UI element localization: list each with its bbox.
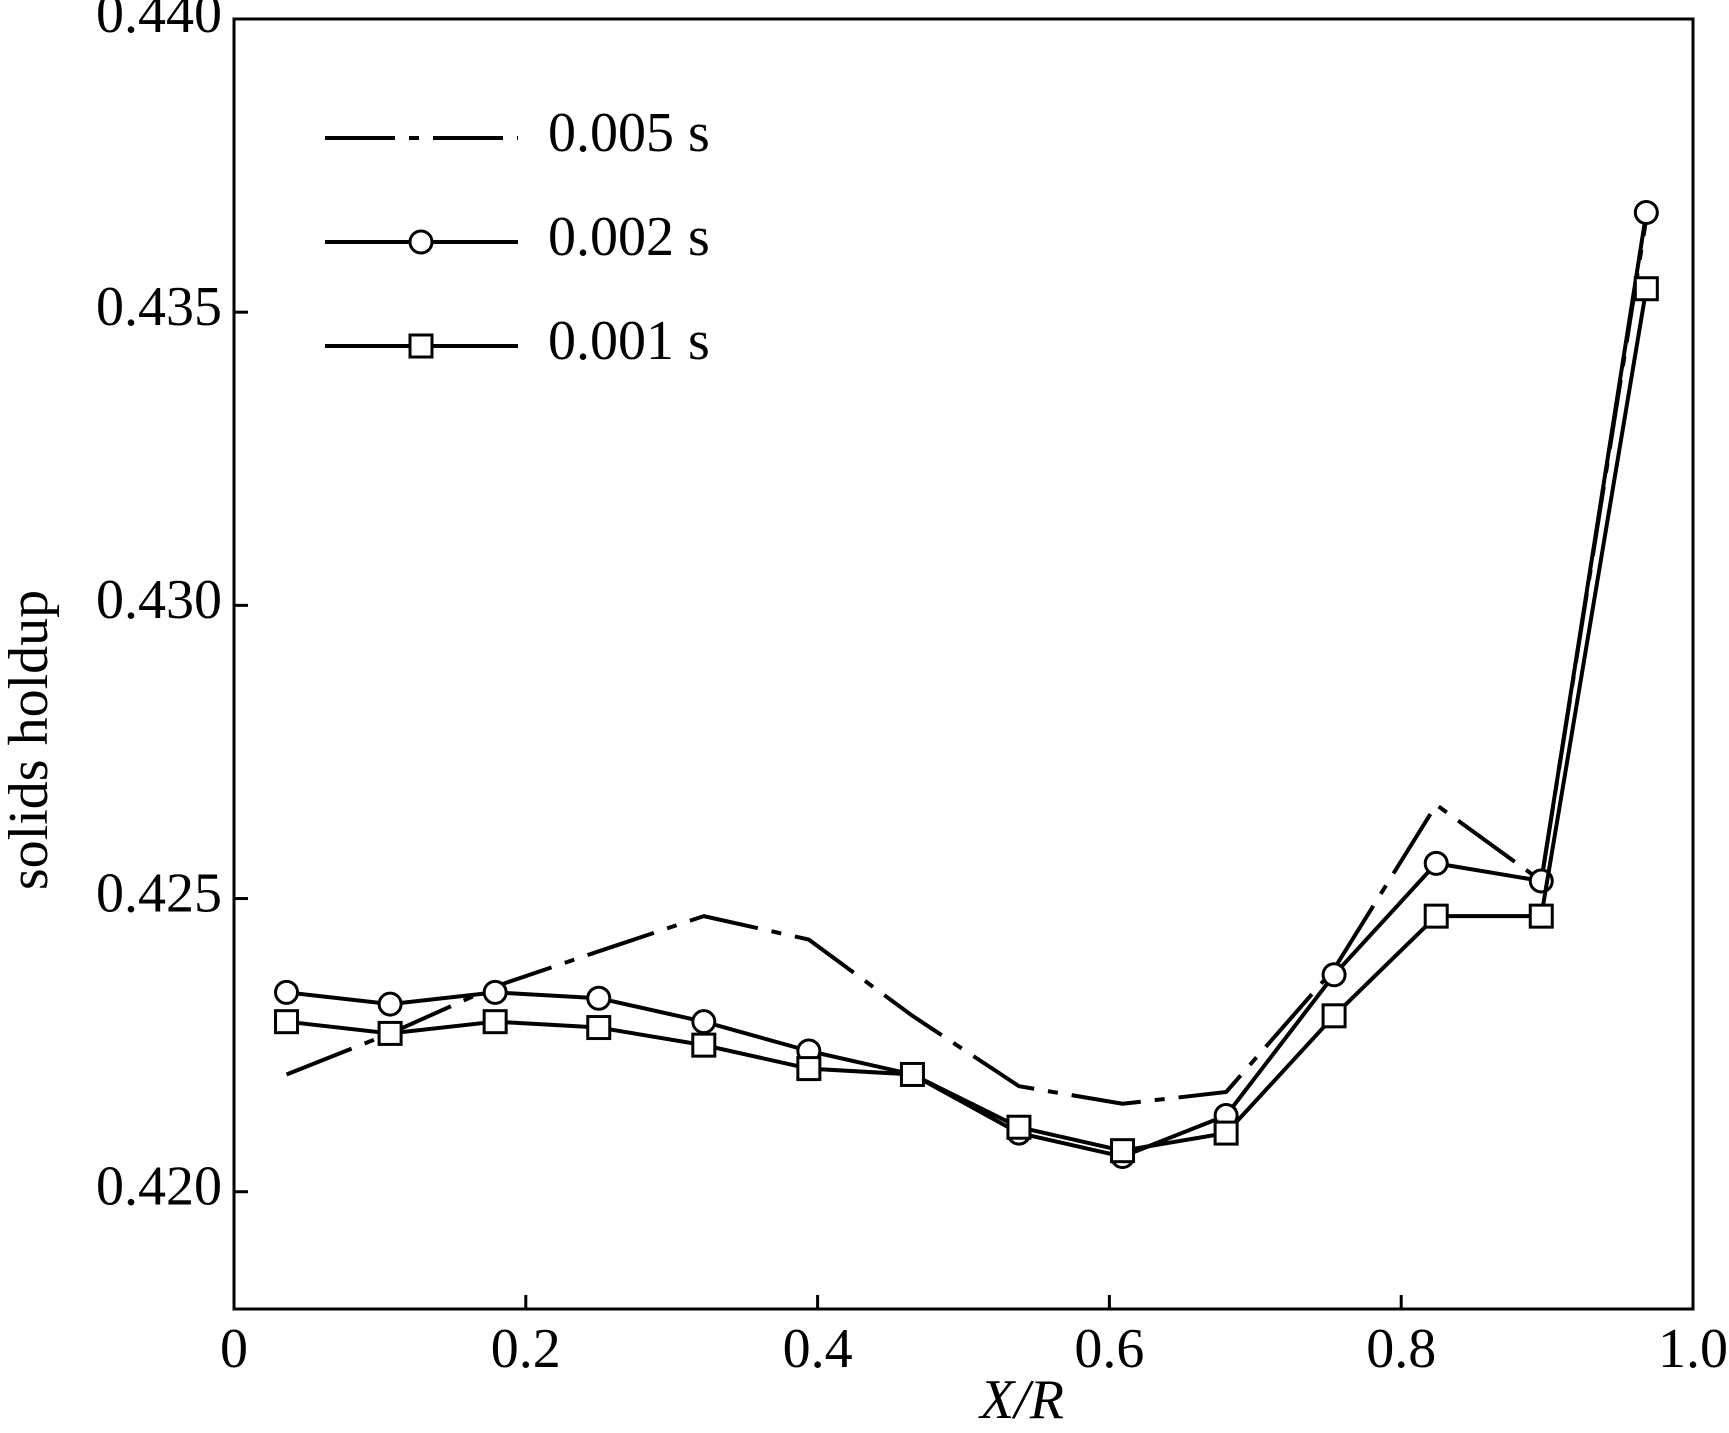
marker — [1213, 1120, 1239, 1146]
y-tick-label: 0.430 — [96, 569, 222, 631]
marker — [1321, 962, 1347, 988]
legend-label: 0.001 s — [548, 310, 710, 372]
legend-label: 0.002 s — [548, 206, 710, 268]
x-axis-label: X/R — [978, 1369, 1064, 1431]
marker — [377, 991, 403, 1017]
marker — [482, 1009, 508, 1035]
plot-frame — [232, 17, 1695, 1311]
series-line — [285, 218, 1649, 1106]
marker — [1423, 850, 1449, 876]
marker — [1423, 903, 1449, 929]
y-tick-label: 0.435 — [96, 276, 222, 338]
marker — [274, 1009, 300, 1035]
y-tick-label: 0.420 — [96, 1156, 222, 1218]
x-tick-label: 0.4 — [783, 1318, 853, 1380]
x-tick-label: 0.2 — [491, 1318, 561, 1380]
legend-label: 0.005 s — [548, 102, 710, 164]
marker — [1528, 903, 1554, 929]
legend-marker — [408, 229, 434, 255]
x-tick-label: 0 — [220, 1318, 248, 1380]
marker — [586, 985, 612, 1011]
marker — [796, 1056, 822, 1082]
marker — [899, 1061, 925, 1087]
x-tick-label: 1.0 — [1658, 1318, 1728, 1380]
series-line — [286, 212, 1649, 1159]
marker — [1633, 276, 1659, 302]
legend-marker — [408, 333, 434, 359]
marker — [1110, 1138, 1136, 1164]
x-tick-label: 0.6 — [1074, 1318, 1144, 1380]
marker — [482, 979, 508, 1005]
x-tick-label: 0.8 — [1366, 1318, 1436, 1380]
marker — [1321, 1003, 1347, 1029]
y-axis-label: solids holdup — [0, 590, 60, 890]
marker — [691, 1032, 717, 1058]
series-line — [286, 288, 1649, 1153]
marker — [1006, 1114, 1032, 1140]
marker — [586, 1015, 612, 1041]
y-tick-label: 0.425 — [96, 862, 222, 924]
marker — [274, 979, 300, 1005]
marker — [691, 1009, 717, 1035]
marker — [377, 1020, 403, 1046]
y-tick-label: 0.440 — [96, 0, 222, 45]
marker — [1633, 200, 1659, 225]
